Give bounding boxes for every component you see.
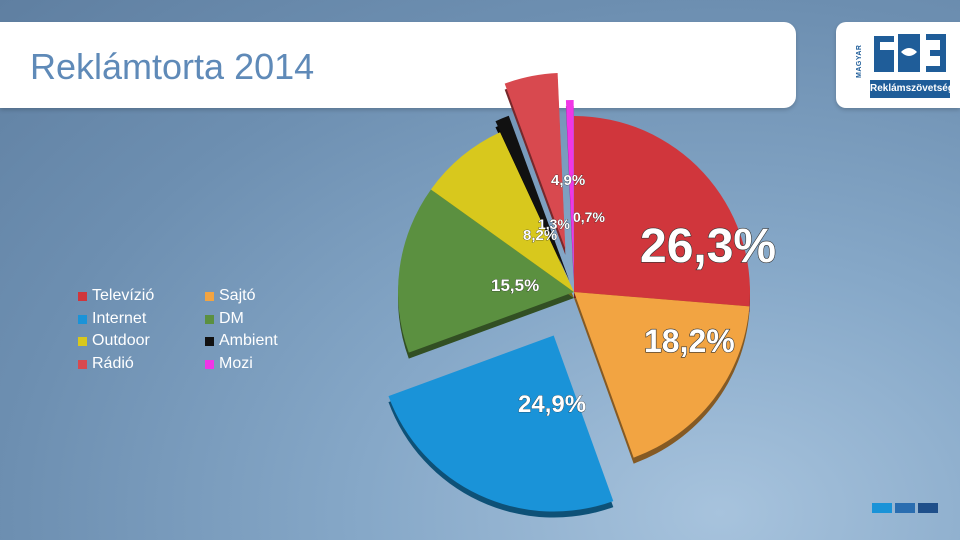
legend-label: Rádió — [92, 355, 134, 372]
data-label: 15,5% — [491, 276, 539, 295]
legend-swatch — [78, 359, 87, 369]
data-label: 18,2% — [644, 323, 735, 359]
pie-slice-ambient — [495, 115, 570, 281]
pie-slice-dm — [398, 189, 574, 353]
title-bar: Reklámtorta 2014 — [0, 22, 796, 108]
pie-slice-mozi — [565, 100, 574, 277]
decor-square — [895, 503, 915, 513]
legend-label: Sajtó — [219, 287, 256, 304]
legend-swatch — [78, 336, 87, 346]
legend-swatch — [205, 314, 214, 324]
legend-item: Internet — [78, 310, 146, 328]
legend-swatch — [78, 291, 87, 301]
data-label: 8,2% — [523, 227, 557, 244]
decor-squares — [872, 503, 938, 513]
logo: MAGYAR Reklámszövetség — [836, 22, 960, 108]
legend-label: Televízió — [92, 287, 155, 304]
legend-item: DM — [205, 310, 244, 328]
data-label: 1,3% — [538, 216, 570, 232]
decor-square — [918, 503, 938, 513]
pie-slice-rádió — [504, 73, 566, 249]
pie-slice-internet — [388, 335, 614, 512]
legend-item: Sajtó — [205, 287, 255, 305]
logo-mark-icon — [870, 30, 950, 76]
legend-label: DM — [219, 310, 244, 327]
data-label: 0,7% — [573, 209, 605, 225]
legend-swatch — [205, 359, 214, 369]
pie-slice-outdoor — [430, 132, 574, 292]
legend-swatch — [205, 336, 214, 346]
legend-label: Ambient — [219, 332, 278, 349]
legend-item: Rádió — [78, 355, 134, 373]
legend-swatch — [78, 314, 87, 324]
legend-item: Ambient — [205, 332, 278, 350]
legend-label: Internet — [92, 310, 147, 327]
legend-label: Outdoor — [92, 332, 150, 349]
decor-square — [872, 503, 892, 513]
data-label: 4,9% — [551, 172, 585, 189]
legend-swatch — [205, 291, 214, 301]
legend-item: Televízió — [78, 287, 154, 305]
legend-label: Mozi — [219, 355, 253, 372]
legend-item: Mozi — [205, 355, 253, 373]
legend-item: Outdoor — [78, 332, 150, 350]
pie-slice-televízió — [574, 116, 750, 307]
pie-slice-sajtó — [574, 292, 750, 458]
logo-name: Reklámszövetség — [870, 80, 950, 98]
data-label: 26,3% — [640, 220, 776, 273]
data-label: 24,9% — [518, 391, 586, 418]
page-title: Reklámtorta 2014 — [30, 46, 315, 87]
